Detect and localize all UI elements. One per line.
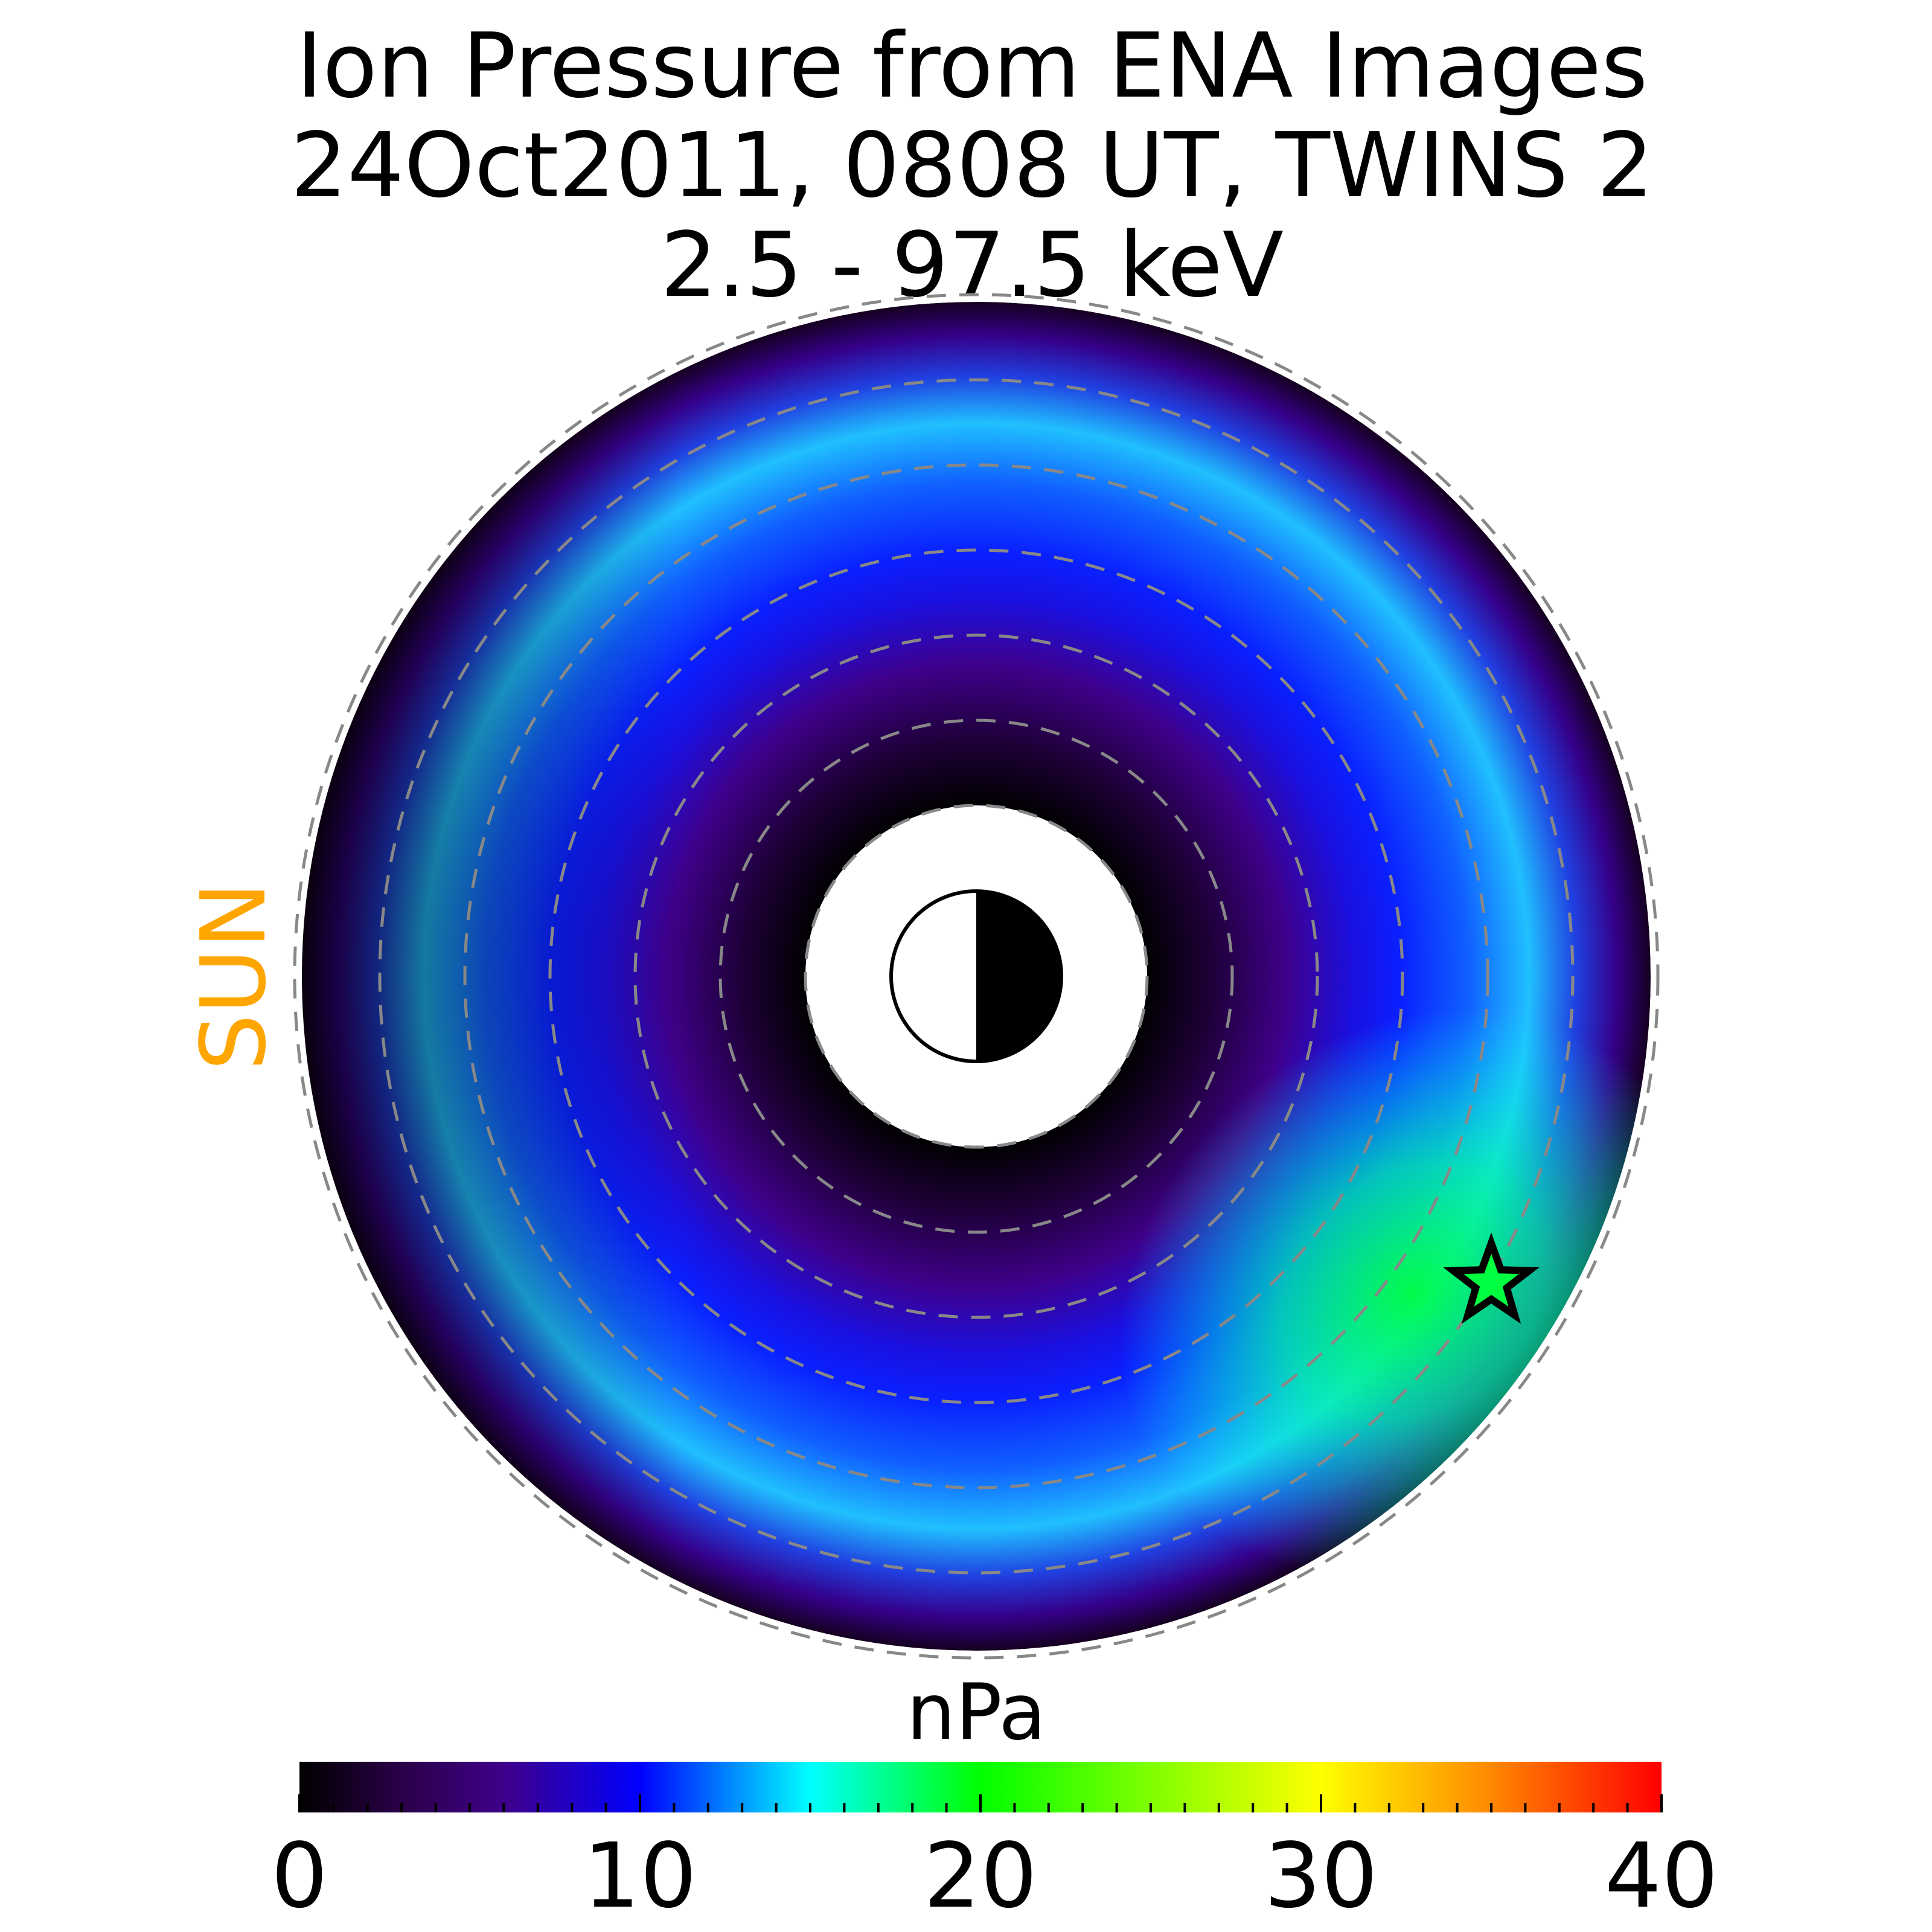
earth-symbol <box>889 889 1063 1063</box>
dashed-ring <box>378 378 1575 1575</box>
earth-outline <box>889 889 1063 1063</box>
star-marker <box>1443 1232 1540 1324</box>
pressure-map <box>302 302 1651 1651</box>
dashed-ring <box>463 463 1489 1489</box>
dashed-ring <box>633 633 1319 1319</box>
colorbar-tick-label: 20 <box>924 1824 1037 1928</box>
chart-title-line-2: 24Oct2011, 0808 UT, TWINS 2 <box>290 114 1654 217</box>
dashed-ring <box>293 293 1660 1660</box>
colorbar-ticks <box>298 1794 1663 1812</box>
colorbar-tick-label: 0 <box>271 1824 328 1928</box>
chart-title-line-3: 2.5 - 97.5 keV <box>661 213 1284 317</box>
colorbar-tick-labels: 0 10 20 30 40 <box>271 1824 1718 1928</box>
dashed-ring <box>718 718 1234 1234</box>
colorbar-unit-label: nPa <box>907 1668 1046 1758</box>
dashed-ring <box>804 804 1149 1149</box>
earth-night-side <box>976 891 1061 1061</box>
sun-label: SUN <box>182 882 286 1071</box>
chart-title-line-1: Ion Pressure from ENA Images <box>296 14 1648 118</box>
colorbar-tick-label: 30 <box>1264 1824 1378 1928</box>
colorbar-tick-label: 10 <box>583 1824 697 1928</box>
dashed-rings <box>293 293 1660 1660</box>
colorbar-tick-label: 40 <box>1605 1824 1718 1928</box>
dashed-ring <box>548 548 1404 1404</box>
